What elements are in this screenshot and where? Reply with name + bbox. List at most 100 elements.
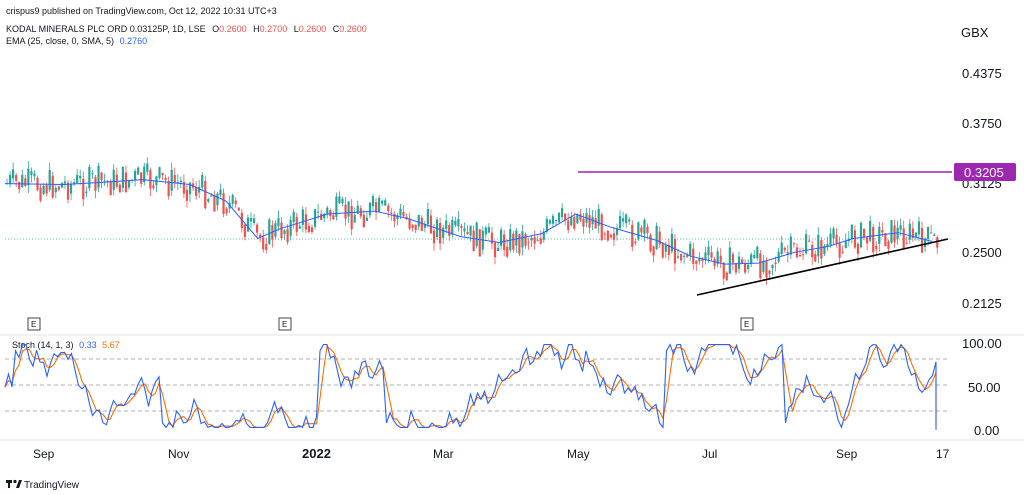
candle-body <box>411 224 414 228</box>
candle-body <box>487 227 490 233</box>
candle-body <box>655 225 658 250</box>
candle-body <box>493 242 497 258</box>
candle-body <box>811 244 814 258</box>
candle-body <box>695 261 698 264</box>
earnings-marker-label: E <box>744 320 749 329</box>
candle-body <box>533 237 536 244</box>
candle-body <box>747 264 750 269</box>
candle-body <box>557 212 561 223</box>
candle-body <box>286 229 289 243</box>
candle-body <box>149 170 152 189</box>
tradingview-logo[interactable]: TradingView <box>6 479 80 491</box>
earnings-marker[interactable] <box>27 317 41 331</box>
candle-body <box>902 228 905 249</box>
candle-body <box>856 243 860 254</box>
candle-body <box>457 218 460 227</box>
candle-body <box>448 224 451 236</box>
candle-body <box>283 230 286 235</box>
candle-body <box>472 230 475 252</box>
candle-body <box>121 166 124 188</box>
candle-body <box>893 225 896 243</box>
candle-body <box>94 177 97 191</box>
high-label: H <box>253 24 260 34</box>
candle-body <box>167 180 170 197</box>
low-value: 0.2600 <box>299 24 327 34</box>
stoch-k-line <box>4 343 937 430</box>
stoch-tick: 100.00 <box>962 336 1002 351</box>
candle-body <box>451 219 454 235</box>
candle-body <box>710 252 713 258</box>
candle-body <box>45 185 48 194</box>
candle-body <box>350 205 353 230</box>
candle-body <box>60 182 63 188</box>
candle-body <box>326 207 329 215</box>
stoch-axis[interactable]: 100.00 50.00 0.00 <box>962 336 1002 438</box>
candle-body <box>280 222 283 239</box>
resistance-label: 0.3205 <box>964 165 1004 180</box>
candle-body <box>365 217 368 221</box>
time-axis[interactable]: Sep Nov 2022 Mar May Jul Sep 17 <box>33 446 950 461</box>
earnings-marker[interactable] <box>740 317 754 331</box>
candle-body <box>933 234 936 236</box>
candle-body <box>332 215 335 220</box>
candle-body <box>881 230 884 233</box>
candle-body <box>387 205 390 212</box>
candle-body <box>18 181 21 190</box>
candle-body <box>182 181 185 194</box>
candle-body <box>731 254 734 263</box>
candle-body <box>643 219 646 234</box>
stoch-d-line <box>4 343 937 429</box>
close-label: C <box>333 24 340 34</box>
candle-body <box>243 224 246 238</box>
candle-body <box>265 244 268 250</box>
candle-body <box>12 169 15 179</box>
candle-body <box>374 202 378 213</box>
candle-body <box>292 211 295 223</box>
price-tick: 0.3750 <box>962 116 1002 131</box>
candle-body <box>673 239 677 264</box>
candle-body <box>54 187 57 193</box>
candle-body <box>57 186 60 190</box>
candle-body <box>423 224 426 228</box>
candle-body <box>439 222 442 244</box>
candle-body <box>408 218 411 229</box>
candle-body <box>923 238 927 248</box>
candle-body <box>622 218 625 222</box>
candle-body <box>478 229 481 257</box>
candle-body <box>859 222 863 248</box>
stoch-tick: 50.00 <box>968 380 1001 395</box>
support-trendline[interactable] <box>696 238 949 296</box>
candle-body <box>496 247 500 252</box>
candle-body <box>112 169 115 190</box>
tradingview-icon <box>6 479 22 488</box>
candle-body <box>201 174 204 188</box>
candle-body <box>771 264 774 269</box>
candle-body <box>432 230 436 244</box>
candle-body <box>853 230 856 248</box>
candle-body <box>887 241 890 249</box>
candle-body <box>618 216 622 229</box>
candle-body <box>213 194 216 212</box>
candle-body <box>774 262 777 265</box>
candle-body <box>185 189 189 201</box>
candle-body <box>817 234 820 257</box>
candle-body <box>506 246 509 257</box>
candle-body <box>39 187 42 201</box>
time-label: Jul <box>702 447 717 461</box>
candle-body <box>503 234 506 251</box>
candle-body <box>204 181 207 209</box>
candle-body <box>100 172 103 181</box>
candle-body <box>862 228 866 238</box>
candle-body <box>737 256 741 269</box>
candle-body <box>198 186 201 193</box>
candle-body <box>402 211 405 217</box>
publisher-text: crispus9 published on TradingView.com, O… <box>6 6 277 16</box>
candle-body <box>262 237 265 250</box>
earnings-marker[interactable] <box>278 317 292 331</box>
candle-body <box>356 205 359 214</box>
candle-body <box>667 244 670 255</box>
candle-body <box>744 263 747 273</box>
candle-body <box>838 243 841 258</box>
candle-body <box>252 218 256 224</box>
